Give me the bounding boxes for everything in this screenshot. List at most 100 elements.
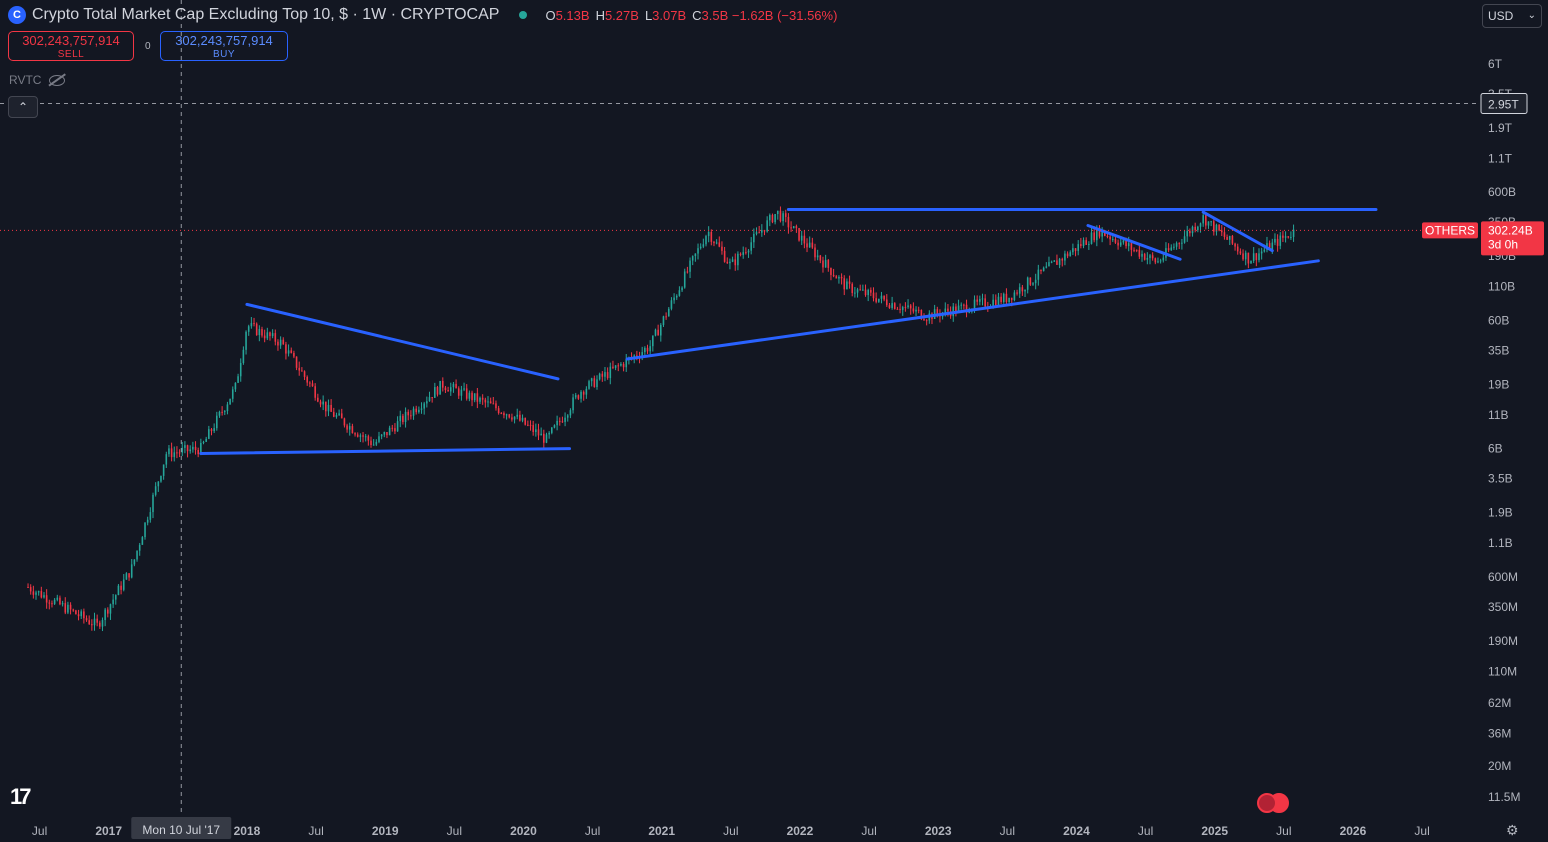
trendline[interactable] [625,259,1320,361]
candle-body [994,299,997,306]
time-tick-label: 2022 [787,824,814,838]
candle-body [851,283,854,294]
candle-body [511,417,513,420]
candle-body [468,392,471,399]
candle-body [1173,246,1175,248]
symbol-title[interactable]: Crypto Total Market Cap Excluding Top 10… [32,6,500,23]
candle-body [540,433,542,436]
candle-body [750,242,752,251]
candle-body [681,287,683,291]
candle-body [245,331,247,350]
candle-body [1154,258,1157,263]
collapse-legend-button[interactable]: ⌃ [8,96,38,118]
indicator-legend[interactable]: RVTC [9,73,66,87]
candle-body [1213,221,1215,232]
price-tick-label: 1.9B [1488,506,1513,520]
candle-body [957,305,960,313]
candle-body [524,417,527,425]
candle-body [322,401,324,405]
candle-body [125,573,128,580]
trendline[interactable] [245,302,560,381]
candle-body [48,602,51,604]
candle-body [439,380,441,395]
candle-body [192,446,194,450]
candle-body [1170,247,1173,251]
candle-body [646,347,649,352]
candle-body [572,397,574,411]
candle-body [396,421,399,432]
candle-body [963,304,965,306]
currency-select[interactable]: USD ⌄ [1482,4,1542,28]
candle-body [819,255,822,261]
candle-body [497,408,500,414]
candle-body [157,481,160,487]
candle-body [93,618,96,626]
candle-body [550,427,553,433]
candle-body [920,309,923,319]
candle-body [1284,236,1287,238]
candle-body [1239,251,1242,254]
candle-body [548,432,550,435]
candle-body [508,414,511,418]
candle-body [1098,227,1101,237]
candle-body [141,537,144,545]
candle-body [423,403,425,409]
candle-body [29,587,32,592]
trendline[interactable] [1201,210,1274,253]
candle-body [431,397,433,399]
us-flag-icon[interactable] [1257,793,1277,813]
candle-body [250,323,253,327]
candle-body [859,289,862,291]
time-tick-label: 2017 [95,824,122,838]
candle-body [282,339,285,345]
candle-body [449,387,452,392]
time-tick-label: Jul [723,824,738,838]
candle-body [854,292,856,294]
hidden-eye-icon[interactable] [49,74,66,86]
candle-body [231,389,234,399]
candle-body [1181,242,1183,244]
candle-body [912,308,915,312]
trendline[interactable] [1086,223,1182,261]
candle-body [867,290,869,296]
candle-body [747,250,750,253]
candle-body [176,452,178,454]
candle-body [386,432,388,436]
candle-body [309,382,311,384]
candle-body [457,388,460,396]
candle-body [1042,267,1045,272]
trendline[interactable] [199,447,572,455]
currency-value: USD [1488,9,1514,23]
candle-body [675,295,678,298]
candle-body [492,403,495,405]
candle-body [258,329,261,336]
candle-body [402,415,404,423]
candle-body [1093,232,1095,241]
candle-body [319,401,322,405]
candle-body [617,365,620,367]
sell-button[interactable]: 302,243,757,914 SELL [8,31,134,61]
candle-body [968,311,971,313]
candle-body [202,441,205,443]
candle-body [1226,236,1228,240]
candle-body [909,305,912,309]
candle-body [298,367,301,371]
gear-icon[interactable]: ⚙ [1506,822,1519,838]
candle-body [1077,244,1080,251]
candle-body [1032,283,1034,285]
candle-body [620,363,622,366]
candle-body [973,299,976,310]
candle-body [795,226,798,229]
buy-button[interactable]: 302,243,757,914 BUY [160,31,288,61]
candle-body [774,214,776,223]
candle-body [715,242,718,244]
candle-body [181,447,184,453]
candle-body [814,247,816,258]
candle-body [1258,253,1260,261]
candle-body [1197,226,1199,231]
candle-body [1018,287,1021,294]
candle-body [362,435,364,437]
tradingview-logo-icon[interactable]: 17 [10,784,32,809]
sell-label: SELL [57,49,85,60]
